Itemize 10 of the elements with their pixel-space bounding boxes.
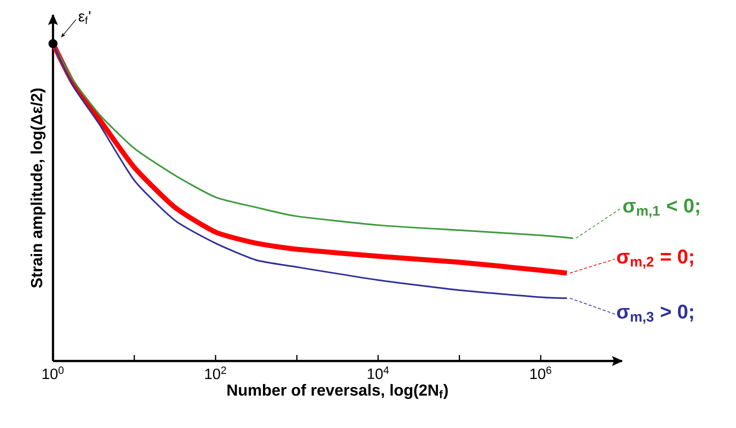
x-tick-label: 10$^{6}$ bbox=[530, 366, 552, 380]
x-tick-label: 10$^{4}$ bbox=[368, 366, 389, 380]
legend-label: σ$_{m,2}$ = 0; bbox=[617, 249, 693, 269]
y-axis-title: Strain amplitude, log(Δε/2) bbox=[30, 88, 46, 288]
annotation: ε$_{f}$' bbox=[78, 11, 90, 24]
legend-label: σ$_{m,3}$ > 0; bbox=[617, 304, 693, 324]
x-tick-label: 10$^{0}$ bbox=[42, 366, 64, 380]
x-axis-title: Number of reversals, log(2N$_{f}$) bbox=[228, 384, 448, 399]
text: σ$_{m,1}$ < 0; bbox=[623, 198, 700, 218]
x-tick-label: 10$^{2}$ bbox=[205, 366, 226, 380]
